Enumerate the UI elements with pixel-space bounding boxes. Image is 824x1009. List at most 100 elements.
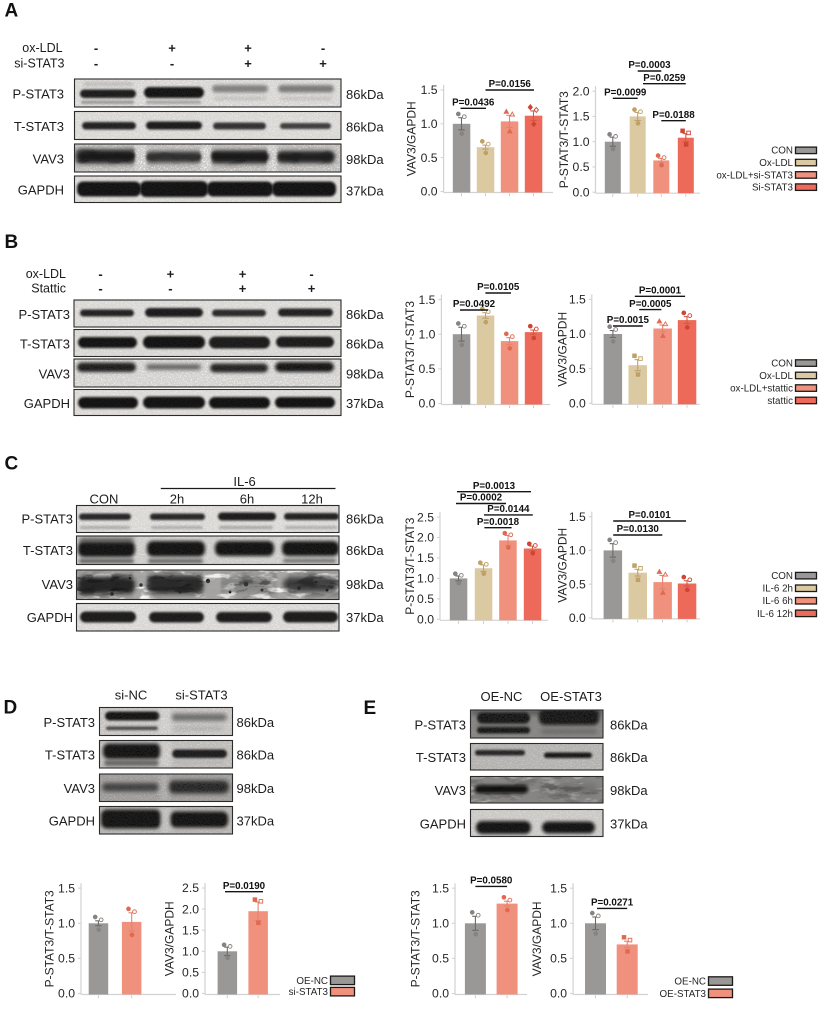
svg-text:P-STAT3: P-STAT3: [21, 512, 73, 527]
svg-text:1.0: 1.0: [550, 917, 567, 931]
svg-text:0.5: 0.5: [573, 160, 590, 174]
svg-text:VAV3/GAPDH: VAV3/GAPDH: [556, 312, 570, 387]
svg-text:1.5: 1.5: [569, 293, 586, 307]
svg-text:ox-LDL: ox-LDL: [26, 267, 66, 281]
svg-text:T-STAT3: T-STAT3: [20, 336, 70, 351]
svg-text:si-STAT3: si-STAT3: [175, 687, 227, 702]
svg-text:0.0: 0.0: [182, 987, 199, 1001]
svg-text:1.5: 1.5: [182, 923, 199, 937]
svg-text:1.0: 1.0: [573, 135, 590, 149]
svg-text:86kDa: 86kDa: [346, 336, 384, 351]
svg-text:P=0.0188: P=0.0188: [652, 110, 695, 121]
svg-text:VAV3/GAPDH: VAV3/GAPDH: [530, 901, 544, 976]
svg-text:0.0: 0.0: [573, 185, 590, 199]
svg-text:P-STAT3/T-STAT3: P-STAT3/T-STAT3: [43, 890, 57, 987]
svg-text:OE-NC: OE-NC: [674, 976, 706, 987]
svg-text:0.5: 0.5: [417, 592, 434, 606]
svg-text:ox-LDL+stattic: ox-LDL+stattic: [730, 383, 793, 394]
svg-text:6h: 6h: [240, 491, 254, 506]
svg-text:-: -: [94, 56, 98, 71]
svg-text:IL-6 12h: IL-6 12h: [757, 609, 793, 620]
svg-text:VAV3: VAV3: [42, 577, 73, 592]
svg-text:0.5: 0.5: [58, 952, 75, 966]
svg-text:2.5: 2.5: [417, 510, 434, 524]
svg-text:GAPDH: GAPDH: [18, 183, 64, 198]
svg-text:-: -: [98, 267, 102, 282]
svg-text:P=0.0105: P=0.0105: [477, 282, 520, 293]
svg-text:0.5: 0.5: [182, 966, 199, 980]
svg-text:P=0.0018: P=0.0018: [477, 517, 520, 528]
svg-text:37kDa: 37kDa: [346, 396, 384, 411]
svg-text:CON: CON: [771, 571, 793, 582]
svg-text:-: -: [98, 281, 102, 296]
svg-text:GAPDH: GAPDH: [420, 816, 466, 831]
svg-text:VAV3/GAPDH: VAV3/GAPDH: [163, 901, 177, 976]
svg-text:ox-LDL: ox-LDL: [22, 41, 62, 55]
svg-text:0.0: 0.0: [569, 397, 586, 411]
svg-text:VAV3/GAPDH: VAV3/GAPDH: [556, 528, 570, 603]
svg-text:0.0: 0.0: [569, 611, 586, 625]
svg-text:IL-6: IL-6: [233, 474, 255, 489]
svg-text:86kDa: 86kDa: [346, 307, 384, 322]
svg-text:CON: CON: [90, 491, 119, 506]
svg-text:P=0.0271: P=0.0271: [591, 898, 634, 909]
svg-text:+: +: [239, 267, 247, 282]
svg-text:1.0: 1.0: [417, 572, 434, 586]
svg-text:P=0.0003: P=0.0003: [628, 60, 671, 71]
svg-text:37kDa: 37kDa: [346, 610, 384, 625]
svg-text:-: -: [168, 281, 172, 296]
svg-text:0.0: 0.0: [421, 185, 438, 199]
svg-text:P=0.0005: P=0.0005: [629, 299, 672, 310]
svg-text:CON: CON: [771, 146, 793, 157]
svg-text:T-STAT3: T-STAT3: [14, 119, 64, 134]
svg-text:B: B: [5, 232, 19, 253]
svg-text:T-STAT3: T-STAT3: [416, 750, 466, 765]
svg-text:1.0: 1.0: [569, 327, 586, 341]
svg-text:GAPDH: GAPDH: [24, 396, 70, 411]
svg-text:si-STAT3: si-STAT3: [14, 57, 64, 71]
svg-text:OE-STAT3: OE-STAT3: [540, 689, 602, 704]
svg-text:P=0.0156: P=0.0156: [489, 79, 532, 90]
svg-text:P=0.0130: P=0.0130: [617, 524, 660, 535]
svg-text:P=0.0001: P=0.0001: [639, 286, 682, 297]
svg-text:86kDa: 86kDa: [346, 543, 384, 558]
svg-text:37kDa: 37kDa: [237, 814, 275, 829]
svg-text:+: +: [167, 267, 175, 282]
svg-text:+: +: [244, 56, 252, 71]
svg-text:P-STAT3: P-STAT3: [18, 307, 70, 322]
svg-text:2.0: 2.0: [417, 531, 434, 545]
svg-text:+: +: [308, 281, 316, 296]
svg-text:86kDa: 86kDa: [610, 717, 648, 732]
svg-text:stattic: stattic: [767, 396, 793, 407]
svg-text:OE-NC: OE-NC: [481, 689, 523, 704]
svg-text:1.5: 1.5: [550, 881, 567, 895]
svg-text:Ox-LDL: Ox-LDL: [759, 158, 793, 169]
svg-text:2.5: 2.5: [182, 881, 199, 895]
svg-text:0.5: 0.5: [569, 577, 586, 591]
svg-text:1.5: 1.5: [573, 110, 590, 124]
svg-text:1.5: 1.5: [417, 551, 434, 565]
svg-text:1.5: 1.5: [58, 881, 75, 895]
svg-text:0.0: 0.0: [418, 397, 435, 411]
svg-text:si-NC: si-NC: [115, 687, 148, 702]
svg-text:2h: 2h: [170, 491, 184, 506]
svg-text:CON: CON: [771, 358, 793, 369]
svg-text:T-STAT3: T-STAT3: [45, 748, 95, 763]
svg-text:1.5: 1.5: [432, 881, 449, 895]
svg-text:Ox-LDL: Ox-LDL: [759, 371, 793, 382]
svg-text:1.0: 1.0: [58, 917, 75, 931]
svg-text:-: -: [94, 41, 98, 56]
svg-text:-: -: [170, 56, 174, 71]
svg-text:P-STAT3/T-STAT3: P-STAT3/T-STAT3: [403, 301, 417, 398]
svg-text:2.0: 2.0: [182, 902, 199, 916]
svg-text:P=0.0259: P=0.0259: [643, 73, 686, 84]
svg-text:A: A: [5, 1, 19, 22]
svg-text:1.5: 1.5: [418, 293, 435, 307]
svg-text:P=0.0013: P=0.0013: [473, 481, 516, 492]
svg-text:1.0: 1.0: [418, 327, 435, 341]
svg-text:+: +: [168, 41, 176, 56]
svg-text:P=0.0144: P=0.0144: [487, 504, 530, 515]
svg-text:0.0: 0.0: [432, 987, 449, 1001]
svg-text:C: C: [5, 454, 19, 475]
svg-text:12h: 12h: [301, 491, 323, 506]
